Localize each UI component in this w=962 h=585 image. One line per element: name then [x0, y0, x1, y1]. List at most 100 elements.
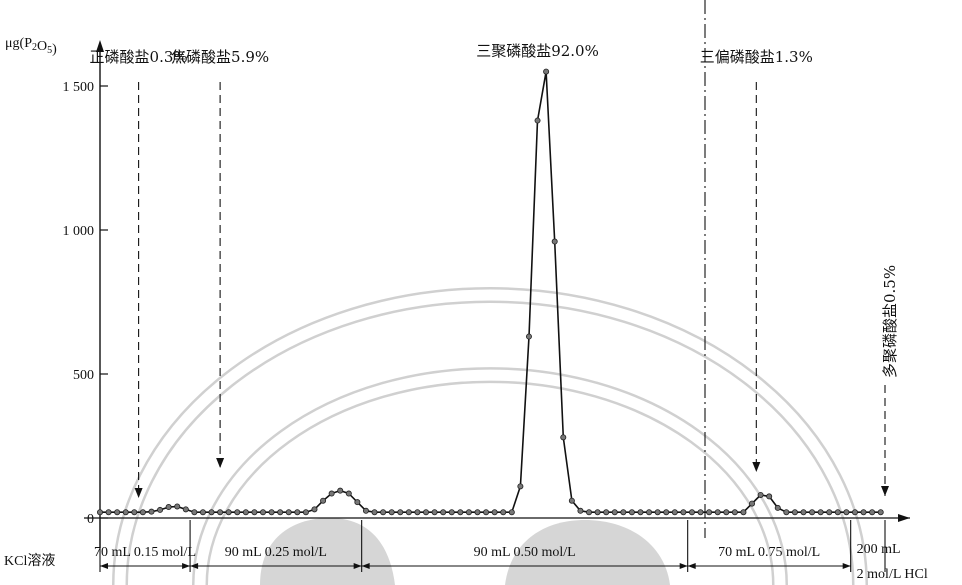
data-point: [182, 506, 189, 513]
data-point: [345, 490, 352, 497]
data-point: [611, 509, 618, 516]
y-axis-label: μg(P2O5): [5, 36, 57, 57]
data-point: [457, 509, 464, 516]
y-axis-label-part: g: [13, 36, 20, 51]
data-point: [783, 509, 790, 516]
data-point: [843, 509, 850, 516]
data-point: [749, 500, 756, 507]
y-axis-label-part: 2: [32, 42, 37, 53]
x-axis-arrow: [898, 514, 910, 522]
data-point: [380, 509, 387, 516]
data-point: [414, 509, 421, 516]
eluent-segment-label: 90 mL 0.50 mol/L: [474, 545, 576, 560]
data-point: [483, 509, 490, 516]
eluent-segment-label-2: 2 mol/L HCl: [857, 567, 928, 582]
data-point: [774, 504, 781, 511]
eluent-span-arrow-right: [182, 563, 191, 569]
peak-label: 正磷酸盐0.3%: [90, 48, 188, 66]
data-point: [688, 509, 695, 516]
data-point: [311, 506, 318, 513]
data-point: [294, 509, 301, 516]
peak-arrow-head: [881, 486, 889, 496]
y-tick-label: 500: [73, 368, 94, 383]
watermark-arc-outer: [112, 287, 868, 585]
y-axis-label-part: ): [52, 42, 57, 57]
watermark-arc-inner-inner: [194, 369, 786, 585]
data-point: [328, 490, 335, 497]
data-point: [534, 117, 541, 124]
data-point: [826, 509, 833, 516]
data-point: [131, 509, 138, 516]
data-point: [448, 509, 455, 516]
data-point: [277, 509, 284, 516]
data-point: [586, 509, 593, 516]
data-point: [97, 509, 104, 516]
eluent-span-arrow-right: [353, 563, 362, 569]
data-point: [388, 509, 395, 516]
eluent-span-arrow-right: [842, 563, 851, 569]
data-point: [877, 509, 884, 516]
data-point: [620, 509, 627, 516]
data-point: [234, 509, 241, 516]
y-axis-label-part: (: [20, 36, 25, 51]
data-point: [809, 509, 816, 516]
data-point: [191, 509, 198, 516]
data-point: [568, 497, 575, 504]
data-point: [217, 509, 224, 516]
data-point: [706, 509, 713, 516]
data-point: [680, 509, 687, 516]
data-point: [594, 509, 601, 516]
y-tick-label: 0: [87, 512, 94, 527]
data-point: [723, 509, 730, 516]
data-point: [431, 509, 438, 516]
eluent-segment-label: 200 mL: [857, 542, 901, 557]
watermark-blob-right: [505, 520, 670, 585]
peak-arrow-head: [216, 458, 225, 468]
data-point: [260, 509, 267, 516]
y-tick-label: 1 500: [63, 80, 95, 95]
data-point: [320, 497, 327, 504]
data-point: [148, 508, 155, 515]
data-point: [697, 509, 704, 516]
eluent-span-arrow-left: [190, 563, 199, 569]
eluent-segment-label: 70 mL 0.75 mol/L: [718, 545, 820, 560]
data-point: [637, 509, 644, 516]
eluent-band: KCl溶液 70 mL 0.15 mol/L 90 mL 0.25 mol/L 90 …: [4, 520, 928, 582]
data-point: [405, 509, 412, 516]
data-point: [800, 509, 807, 516]
data-point: [362, 507, 369, 514]
data-point: [508, 509, 515, 516]
data-point: [543, 68, 550, 75]
data-point: [465, 509, 472, 516]
data-point: [423, 509, 430, 516]
data-point: [740, 509, 747, 516]
data-point: [851, 509, 858, 516]
data-point: [671, 509, 678, 516]
data-point: [766, 493, 773, 500]
eluent-span-arrow-left: [100, 563, 108, 569]
data-point: [646, 509, 653, 516]
eluent-span-arrow-right: [679, 563, 688, 569]
data-point: [860, 509, 867, 516]
data-point: [757, 491, 764, 498]
data-point: [663, 509, 670, 516]
data-point: [354, 499, 361, 506]
data-point: [302, 509, 309, 516]
y-axis-label-part: P: [24, 36, 32, 51]
data-point: [474, 509, 481, 516]
data-point: [371, 509, 378, 516]
eluent-label: KCl溶液: [4, 553, 55, 569]
data-point: [654, 509, 661, 516]
watermark-arc-outer-inner: [114, 289, 866, 585]
eluent-segment-label: 90 mL 0.25 mol/L: [225, 545, 327, 560]
series: [97, 68, 884, 516]
peak-arrow-head: [752, 462, 761, 472]
data-point: [285, 509, 292, 516]
data-point: [834, 509, 841, 516]
data-point: [603, 509, 610, 516]
data-point: [491, 509, 498, 516]
data-point: [817, 509, 824, 516]
eluent-segment-label: 70 mL 0.15 mol/L: [94, 545, 196, 560]
data-point: [560, 434, 567, 441]
